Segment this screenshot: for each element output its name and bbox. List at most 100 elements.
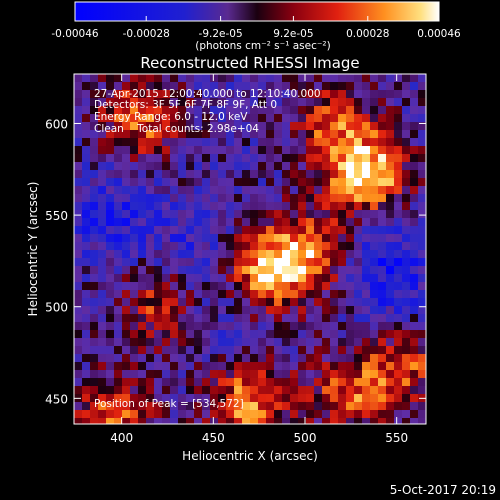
- heatmap-cell: [354, 378, 362, 386]
- heatmap-cell: [74, 298, 82, 306]
- heatmap-cell: [370, 162, 378, 170]
- heatmap-cell: [354, 282, 362, 290]
- heatmap-cell: [386, 362, 394, 370]
- y-tick-label: 600: [45, 117, 68, 131]
- heatmap-cell: [410, 290, 418, 298]
- heatmap-cell: [218, 394, 226, 402]
- heatmap-cell: [378, 274, 386, 282]
- heatmap-cell: [146, 226, 154, 234]
- heatmap-cell: [178, 162, 186, 170]
- heatmap-cell: [378, 226, 386, 234]
- heatmap-cell: [234, 330, 242, 338]
- heatmap-cell: [202, 370, 210, 378]
- heatmap-cell: [170, 258, 178, 266]
- heatmap-cell: [402, 122, 410, 130]
- heatmap-cell: [194, 130, 202, 138]
- heatmap-cell: [162, 186, 170, 194]
- heatmap-cell: [306, 234, 314, 242]
- heatmap-cell: [418, 226, 426, 234]
- heatmap-cell: [322, 154, 330, 162]
- heatmap-cell: [90, 106, 98, 114]
- heatmap-cell: [354, 106, 362, 114]
- heatmap-cell: [266, 106, 274, 114]
- heatmap-cell: [210, 218, 218, 226]
- heatmap-cell: [274, 162, 282, 170]
- heatmap-cell: [178, 74, 186, 82]
- heatmap-cell: [74, 306, 82, 314]
- heatmap-cell: [234, 290, 242, 298]
- heatmap-cell: [218, 106, 226, 114]
- heatmap-cell: [218, 218, 226, 226]
- heatmap-cell: [146, 138, 154, 146]
- heatmap-cell: [378, 154, 386, 162]
- heatmap-cell: [410, 282, 418, 290]
- heatmap-cell: [146, 330, 154, 338]
- heatmap-cell: [386, 154, 394, 162]
- heatmap-cell: [226, 258, 234, 266]
- heatmap-cell: [138, 98, 146, 106]
- heatmap-cell: [202, 330, 210, 338]
- heatmap-cell: [338, 346, 346, 354]
- heatmap-cell: [362, 162, 370, 170]
- heatmap-cell: [98, 178, 106, 186]
- heatmap-cell: [290, 98, 298, 106]
- heatmap-cell: [282, 330, 290, 338]
- heatmap-cell: [242, 202, 250, 210]
- heatmap-cell: [210, 394, 218, 402]
- heatmap-cell: [82, 402, 90, 410]
- heatmap-cell: [362, 258, 370, 266]
- heatmap-cell: [378, 162, 386, 170]
- heatmap-cell: [290, 266, 298, 274]
- heatmap-cell: [266, 186, 274, 194]
- heatmap-cell: [266, 178, 274, 186]
- heatmap-cell: [250, 362, 258, 370]
- heatmap-cell: [362, 346, 370, 354]
- heatmap-cell: [74, 178, 82, 186]
- heatmap-cell: [306, 250, 314, 258]
- heatmap-cell: [170, 170, 178, 178]
- heatmap-cell: [186, 378, 194, 386]
- heatmap-cell: [298, 314, 306, 322]
- heatmap-cell: [186, 90, 194, 98]
- heatmap-cell: [146, 338, 154, 346]
- heatmap-cell: [218, 402, 226, 410]
- heatmap-cell: [218, 170, 226, 178]
- heatmap-cell: [154, 242, 162, 250]
- heatmap-cell: [322, 138, 330, 146]
- heatmap-cell: [274, 282, 282, 290]
- heatmap-cell: [354, 82, 362, 90]
- heatmap-cell: [394, 298, 402, 306]
- heatmap-cell: [170, 418, 178, 424]
- heatmap-cell: [290, 130, 298, 138]
- heatmap-cell: [274, 290, 282, 298]
- heatmap-cell: [266, 362, 274, 370]
- colorbar-tick-label: 0.00028: [346, 28, 389, 40]
- heatmap-cell: [258, 386, 266, 394]
- heatmap-cell: [370, 258, 378, 266]
- heatmap-cell: [370, 234, 378, 242]
- heatmap-cell: [338, 386, 346, 394]
- heatmap-cell: [170, 202, 178, 210]
- heatmap-cell: [218, 130, 226, 138]
- heatmap-cell: [338, 370, 346, 378]
- heatmap-cell: [298, 234, 306, 242]
- heatmap-cell: [234, 234, 242, 242]
- heatmap-cell: [338, 250, 346, 258]
- heatmap-cell: [418, 354, 426, 362]
- heatmap-cell: [202, 146, 210, 154]
- heatmap-cell: [314, 146, 322, 154]
- heatmap-cell: [354, 242, 362, 250]
- heatmap-cell: [378, 178, 386, 186]
- heatmap-cell: [290, 82, 298, 90]
- heatmap-cell: [74, 338, 82, 346]
- heatmap-cell: [362, 314, 370, 322]
- heatmap-cell: [162, 290, 170, 298]
- heatmap-cell: [186, 338, 194, 346]
- heatmap-cell: [106, 362, 114, 370]
- heatmap-cell: [410, 306, 418, 314]
- heatmap-cell: [354, 362, 362, 370]
- heatmap-cell: [82, 274, 90, 282]
- heatmap-cell: [322, 218, 330, 226]
- heatmap-cell: [82, 370, 90, 378]
- heatmap-cell: [226, 90, 234, 98]
